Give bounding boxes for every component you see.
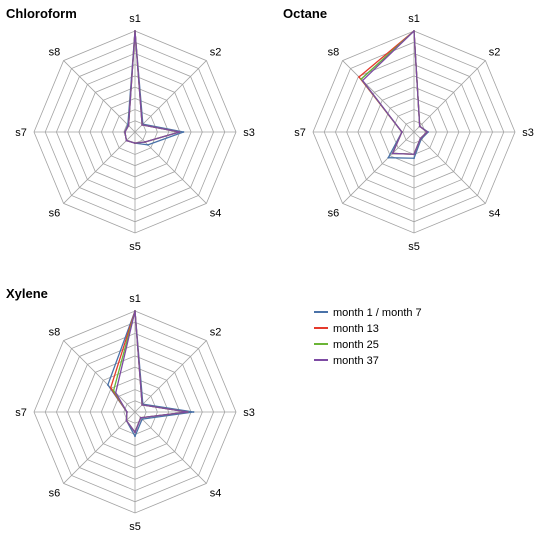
axis-label-s7: s7 bbox=[294, 127, 306, 139]
axis-label-s8: s8 bbox=[328, 46, 340, 58]
data-point-s1 bbox=[134, 310, 136, 312]
data-point-s3 bbox=[178, 131, 181, 133]
axis-label-s6: s6 bbox=[49, 208, 61, 220]
axis-label-s6: s6 bbox=[49, 488, 61, 500]
data-point-s8 bbox=[360, 78, 363, 81]
axis-label-s2: s2 bbox=[210, 46, 222, 58]
data-point-s8 bbox=[361, 79, 364, 82]
axis-spoke-s8 bbox=[63, 340, 136, 413]
radar-grid bbox=[312, 30, 516, 234]
data-point-s6 bbox=[125, 139, 128, 142]
legend-entry-month-1-month-7: month 1 / month 7 bbox=[314, 307, 422, 319]
data-point-s2 bbox=[141, 403, 144, 406]
data-point-s3 bbox=[426, 131, 429, 133]
axis-spoke-s2 bbox=[413, 60, 486, 133]
data-point-s6 bbox=[125, 419, 128, 422]
axis-label-s8: s8 bbox=[49, 46, 61, 58]
legend-entry-month-13: month 13 bbox=[314, 323, 379, 335]
axis-spoke-s8 bbox=[63, 60, 136, 133]
data-point-s3 bbox=[186, 411, 189, 413]
data-point-s5 bbox=[134, 435, 136, 438]
data-point-s7 bbox=[126, 411, 128, 413]
axis-label-s3: s3 bbox=[522, 127, 534, 139]
axis-label-s4: s4 bbox=[210, 488, 222, 500]
data-point-s5 bbox=[134, 431, 136, 434]
data-point-s4 bbox=[419, 137, 422, 140]
axis-label-s1: s1 bbox=[408, 13, 420, 25]
legend-label: month 37 bbox=[333, 355, 379, 367]
legend-entry-month-37: month 37 bbox=[314, 355, 379, 367]
legend-entry-month-25: month 25 bbox=[314, 339, 379, 351]
data-point-s8 bbox=[114, 391, 117, 394]
axis-label-s4: s4 bbox=[489, 208, 501, 220]
legend-label: month 13 bbox=[333, 323, 379, 335]
data-point-s4 bbox=[146, 143, 149, 146]
series-month-37 bbox=[124, 30, 181, 145]
series-month-37 bbox=[114, 310, 189, 434]
panel-title-chloroform: Chloroform bbox=[6, 6, 77, 21]
axis-label-s2: s2 bbox=[210, 326, 222, 338]
data-point-s7 bbox=[400, 131, 403, 133]
axis-spoke-s6 bbox=[63, 131, 136, 204]
axis-label-s3: s3 bbox=[243, 127, 255, 139]
axis-spoke-s4 bbox=[413, 131, 486, 204]
panel-title-octane: Octane bbox=[283, 6, 327, 21]
data-point-s7 bbox=[124, 131, 126, 133]
axis-label-s6: s6 bbox=[328, 208, 340, 220]
data-point-s4 bbox=[144, 141, 146, 143]
legend-label: month 25 bbox=[333, 339, 379, 351]
panel-xylene: Xylene s1 s2 s3 s4 s5 s6 s7 s8 bbox=[6, 286, 255, 533]
data-point-s8 bbox=[127, 124, 130, 127]
panel-octane: Octane s1 s2 s3 s4 s5 s6 s7 s8 bbox=[283, 6, 534, 253]
axis-spoke-s8 bbox=[342, 60, 415, 133]
axis-label-s8: s8 bbox=[49, 326, 61, 338]
data-point-s6 bbox=[387, 156, 390, 159]
data-point-s4 bbox=[139, 416, 142, 419]
radar-grid bbox=[33, 310, 237, 514]
data-point-s3 bbox=[182, 131, 185, 133]
axis-spoke-s6 bbox=[342, 131, 415, 204]
panel-title-xylene: Xylene bbox=[6, 286, 48, 301]
axis-spoke-s4 bbox=[134, 411, 207, 484]
data-point-s8 bbox=[106, 383, 109, 386]
axis-spoke-s2 bbox=[134, 340, 207, 413]
data-point-s1 bbox=[134, 30, 136, 32]
legend: month 1 / month 7 month 13 month 25 month 3… bbox=[314, 307, 422, 367]
data-point-s8 bbox=[112, 389, 115, 392]
data-point-s1 bbox=[413, 30, 415, 32]
data-point-s8 bbox=[109, 386, 112, 389]
axis-spoke-s6 bbox=[63, 411, 136, 484]
axis-label-s7: s7 bbox=[15, 407, 27, 419]
axis-label-s5: s5 bbox=[129, 241, 141, 253]
data-point-s5 bbox=[413, 153, 415, 156]
data-point-s2 bbox=[418, 125, 421, 128]
axis-spoke-s4 bbox=[134, 131, 207, 204]
axis-label-s2: s2 bbox=[489, 46, 501, 58]
axis-label-s7: s7 bbox=[15, 127, 27, 139]
data-point-s3 bbox=[192, 411, 195, 413]
axis-spoke-s2 bbox=[134, 60, 207, 133]
axis-label-s1: s1 bbox=[129, 13, 141, 25]
panel-chloroform: Chloroform s1 s2 s3 s4 s5 s6 s7 s8 bbox=[6, 6, 255, 253]
axis-label-s5: s5 bbox=[129, 521, 141, 533]
series-month-37 bbox=[361, 30, 429, 156]
data-point-s5 bbox=[413, 157, 415, 160]
legend-label: month 1 / month 7 bbox=[333, 307, 422, 319]
data-point-s4 bbox=[141, 418, 144, 421]
data-point-s6 bbox=[391, 152, 394, 155]
radar-grid bbox=[33, 30, 237, 234]
data-point-s2 bbox=[141, 123, 144, 126]
axis-label-s5: s5 bbox=[408, 241, 420, 253]
axis-label-s4: s4 bbox=[210, 208, 222, 220]
axis-label-s3: s3 bbox=[243, 407, 255, 419]
data-point-s5 bbox=[134, 142, 136, 145]
data-point-s8 bbox=[358, 76, 360, 78]
axis-label-s1: s1 bbox=[129, 293, 141, 305]
